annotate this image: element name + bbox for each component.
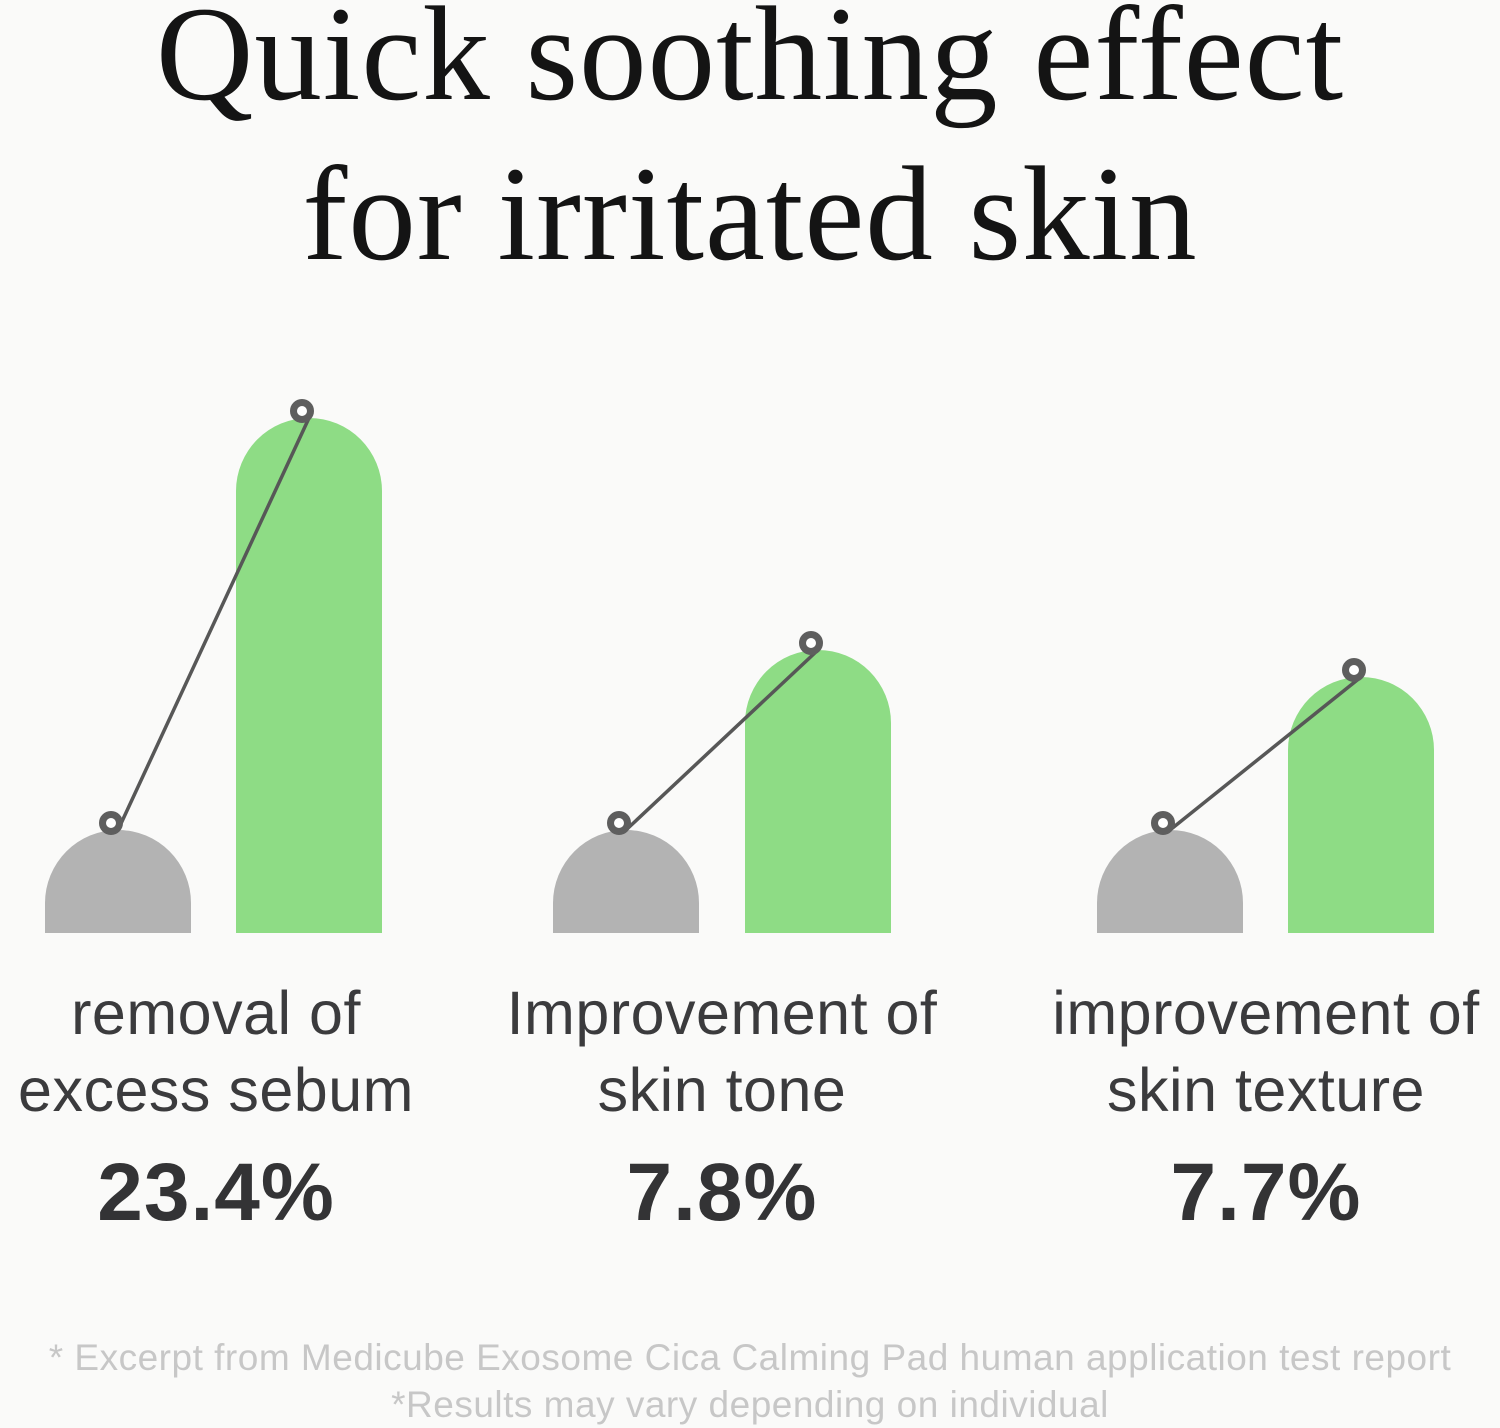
- data-point-marker: [1151, 811, 1175, 835]
- group-label-line2: skin tone: [597, 1056, 847, 1124]
- footnote-line1: * Excerpt from Medicube Exosome Cica Cal…: [48, 1337, 1452, 1378]
- group-label-line1: improvement of: [1052, 979, 1480, 1047]
- group-label-line2: excess sebum: [18, 1056, 414, 1124]
- bar-before-excess-sebum: [45, 830, 191, 933]
- group-label-line2: skin texture: [1107, 1056, 1425, 1124]
- footnote: * Excerpt from Medicube Exosome Cica Cal…: [0, 1334, 1500, 1428]
- group-label-skin-tone: Improvement of skin tone 7.8%: [488, 975, 956, 1241]
- page-title-line2: for irritated skin: [302, 140, 1198, 289]
- data-point-marker: [607, 811, 631, 835]
- bar-after-skin-tone: [745, 650, 891, 933]
- data-point-marker: [799, 631, 823, 655]
- group-label-skin-texture: improvement of skin texture 7.7%: [1032, 975, 1500, 1241]
- data-point-marker: [99, 811, 123, 835]
- group-label-excess-sebum: removal of excess sebum 23.4%: [0, 975, 432, 1241]
- group-label-line1: Improvement of: [506, 979, 938, 1047]
- bar-before-skin-tone: [553, 830, 699, 933]
- page-title: Quick soothing effect for irritated skin: [0, 0, 1500, 295]
- page-title-line1: Quick soothing effect: [155, 0, 1345, 129]
- group-label-line1: removal of: [71, 979, 361, 1047]
- bar-after-excess-sebum: [236, 418, 382, 933]
- footnote-line2: *Results may vary depending on individua…: [391, 1384, 1109, 1425]
- bar-after-skin-texture: [1288, 677, 1434, 933]
- bar-before-skin-texture: [1097, 830, 1243, 933]
- group-value: 7.8%: [626, 1147, 818, 1238]
- group-value: 23.4%: [97, 1147, 335, 1238]
- data-point-marker: [1342, 658, 1366, 682]
- group-value: 7.7%: [1170, 1147, 1362, 1238]
- data-point-marker: [290, 399, 314, 423]
